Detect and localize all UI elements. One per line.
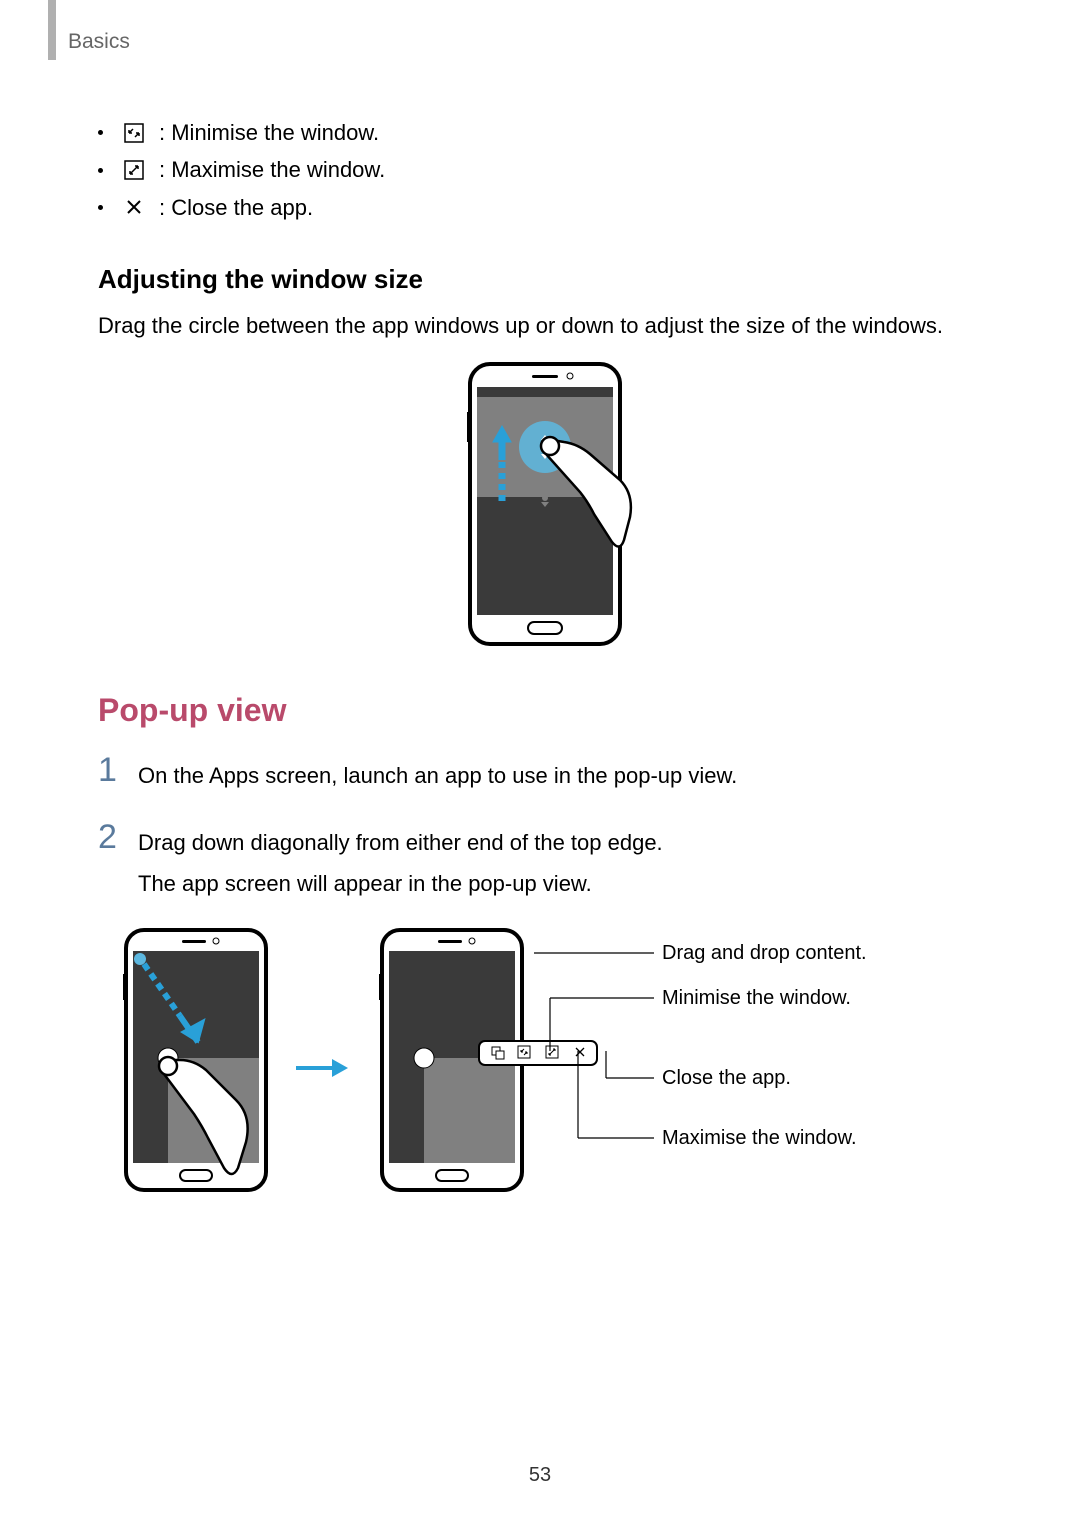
callout-close: Close the app.	[662, 1067, 791, 1090]
maximise-icon	[123, 159, 145, 181]
callout-maximise: Maximise the window.	[662, 1127, 857, 1150]
arrow-between-icon	[288, 1053, 354, 1083]
paragraph-adjusting: Drag the circle between the app windows …	[98, 309, 982, 342]
bullet-text: : Maximise the window.	[159, 151, 385, 188]
bullet-text: : Close the app.	[159, 189, 313, 226]
bullet-text: : Minimise the window.	[159, 114, 379, 151]
step-text: On the Apps screen, launch an app to use…	[138, 759, 982, 792]
callout-minimise: Minimise the window.	[662, 987, 851, 1010]
icon-bullet-list: : Minimise the window. : Maximise the wi…	[98, 114, 982, 226]
step-number: 1	[98, 753, 120, 800]
minimise-icon	[123, 122, 145, 144]
numbered-steps: 1 On the Apps screen, launch an app to u…	[98, 753, 982, 908]
page-number: 53	[529, 1464, 551, 1487]
bullet-dot	[98, 205, 103, 210]
figure-popup-view: Drag and drop content. Minimise the wind…	[108, 928, 982, 1208]
step-2: 2 Drag down diagonally from either end o…	[98, 820, 982, 908]
bullet-dot	[98, 130, 103, 135]
phone-illustration-a	[108, 928, 278, 1208]
bullet-item-close: : Close the app.	[98, 189, 982, 226]
callout-group: Drag and drop content. Minimise the wind…	[534, 928, 982, 1208]
bullet-dot	[98, 168, 103, 173]
section-heading-popup: Pop-up view	[98, 692, 982, 729]
close-icon	[123, 196, 145, 218]
figure-adjust-size	[98, 362, 982, 652]
bullet-item-minimise: : Minimise the window.	[98, 114, 982, 151]
breadcrumb: Basics	[68, 30, 982, 54]
bullet-item-maximise: : Maximise the window.	[98, 151, 982, 188]
step-text: The app screen will appear in the pop-up…	[138, 867, 982, 900]
step-text: Drag down diagonally from either end of …	[138, 826, 982, 859]
subheading-adjusting: Adjusting the window size	[98, 264, 982, 295]
callout-drag-drop: Drag and drop content.	[662, 942, 867, 965]
step-1: 1 On the Apps screen, launch an app to u…	[98, 753, 982, 800]
step-number: 2	[98, 820, 120, 908]
